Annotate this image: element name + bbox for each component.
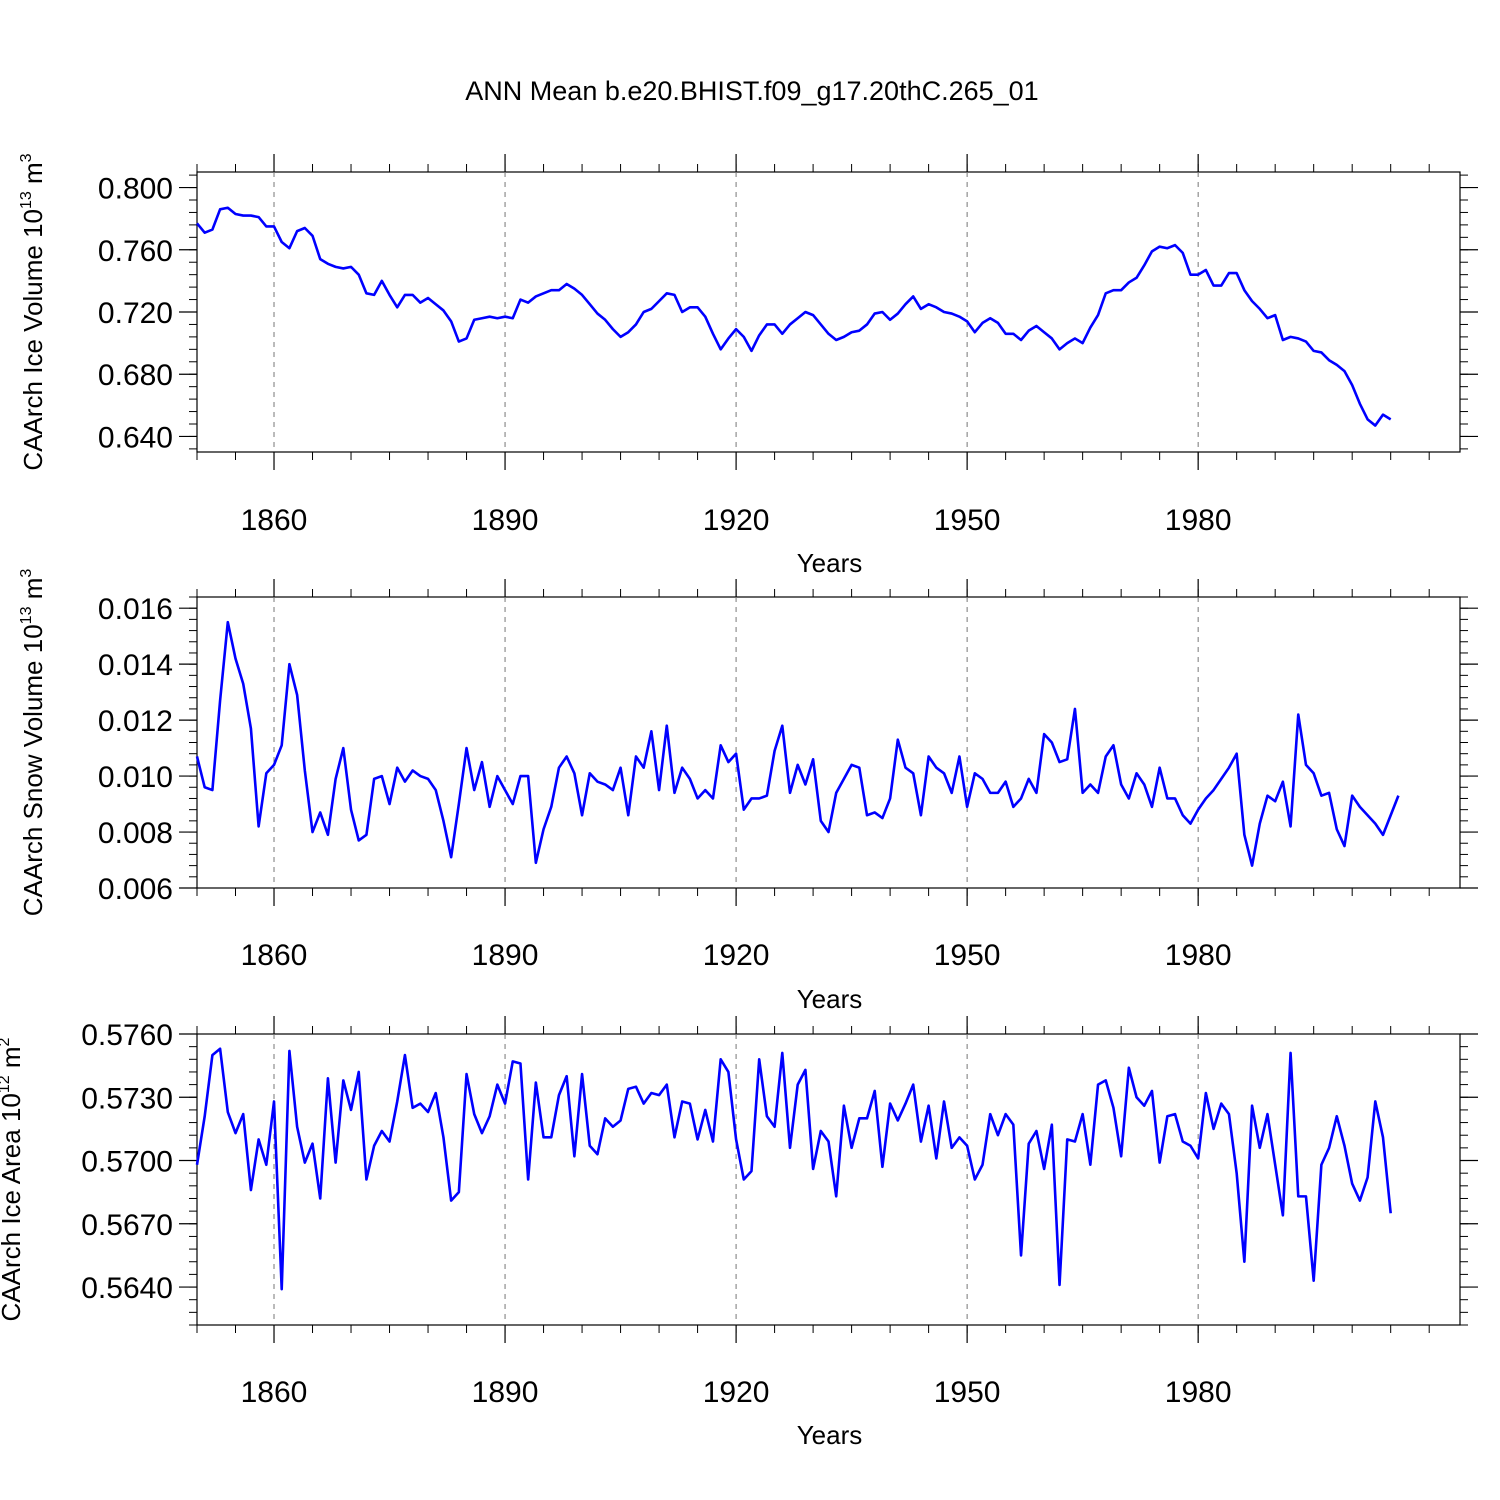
x-tick-label: 1890 [472, 504, 539, 537]
plot-frame [196, 1033, 1461, 1326]
x-tick-label: 1950 [934, 504, 1001, 537]
y-axis-title-part: m [18, 578, 48, 607]
x-tick-label: 1890 [472, 1376, 539, 1409]
y-axis-title-superscript: 13 [18, 191, 35, 209]
series-line-ice-area [195, 1047, 1392, 1291]
panel-snow-volume: 1860 1890 1920 1950 1980 0.006 0.008 0.010 0.012… [18, 569, 1478, 1014]
y-axis-title-part: m [18, 162, 48, 191]
y-tick-label: 0.5670 [81, 1209, 173, 1242]
y-tick-label: 0.006 [98, 873, 173, 906]
y-axis-title: CAArch Ice Volume 1013 m3 [18, 153, 48, 470]
y-tick-label: 0.720 [98, 297, 173, 330]
chart-title: ANN Mean b.e20.BHIST.f09_g17.20thC.265_0… [465, 76, 1038, 106]
y-axis-title: CAArch Snow Volume 1013 m3 [18, 569, 48, 917]
y-axis-title-part: CAArch Snow Volume 10 [18, 624, 48, 916]
y-tick-label: 0.760 [98, 235, 173, 268]
y-tick-label: 0.800 [98, 173, 173, 206]
panel-ice-area: 1860 1890 1920 1950 1980 0.5640 0.5670 0.5700 0.… [0, 1016, 1478, 1450]
series-line-ice-volume [195, 206, 1392, 427]
y-axis-title: CAArch Ice Area 1012 m2 [0, 1037, 26, 1321]
y-tick-label: 0.016 [98, 593, 173, 626]
y-axis-title-superscript: 3 [18, 153, 35, 162]
y-axis-title-superscript: 13 [18, 606, 35, 624]
y-axis-title-part: CAArch Ice Area 10 [0, 1093, 26, 1321]
x-tick-label: 1980 [1165, 504, 1232, 537]
y-tick-label: 0.680 [98, 359, 173, 392]
x-axis-title: Years [797, 984, 863, 1014]
x-axis-title: Years [797, 1420, 863, 1450]
x-tick-label: 1920 [703, 504, 770, 537]
y-tick-label: 0.5640 [81, 1272, 173, 1305]
y-tick-label: 0.012 [98, 705, 173, 738]
panels: 1860 1890 1920 1950 1980 0.640 0.680 0.720 0.760… [0, 153, 1478, 1450]
x-tick-label: 1890 [472, 939, 539, 972]
y-axis-title-superscript: 2 [0, 1037, 13, 1046]
x-tick-label: 1980 [1165, 1376, 1232, 1409]
series-line-snow-volume [195, 620, 1400, 867]
y-tick-label: 0.014 [98, 649, 173, 682]
x-tick-label: 1920 [703, 1376, 770, 1409]
y-axis-title-part: m [0, 1046, 26, 1075]
y-tick-label: 0.010 [98, 761, 173, 794]
x-axis-title: Years [797, 548, 863, 578]
x-tick-label: 1950 [934, 939, 1001, 972]
y-tick-label: 0.008 [98, 817, 173, 850]
y-tick-label: 0.640 [98, 421, 173, 454]
y-tick-label: 0.5700 [81, 1146, 173, 1179]
x-tick-label: 1860 [241, 939, 308, 972]
y-tick-label: 0.5730 [81, 1082, 173, 1115]
panel-ice-volume: 1860 1890 1920 1950 1980 0.640 0.680 0.720 0.760… [18, 153, 1478, 578]
y-axis-title-part: CAArch Ice Volume 10 [18, 209, 48, 471]
y-axis-title-superscript: 3 [18, 569, 35, 578]
x-tick-label: 1980 [1165, 939, 1232, 972]
x-tick-label: 1860 [241, 504, 308, 537]
x-tick-label: 1920 [703, 939, 770, 972]
x-tick-label: 1860 [241, 1376, 308, 1409]
y-tick-label: 0.5760 [81, 1019, 173, 1052]
y-axis-title-superscript: 12 [0, 1075, 13, 1093]
x-tick-label: 1950 [934, 1376, 1001, 1409]
